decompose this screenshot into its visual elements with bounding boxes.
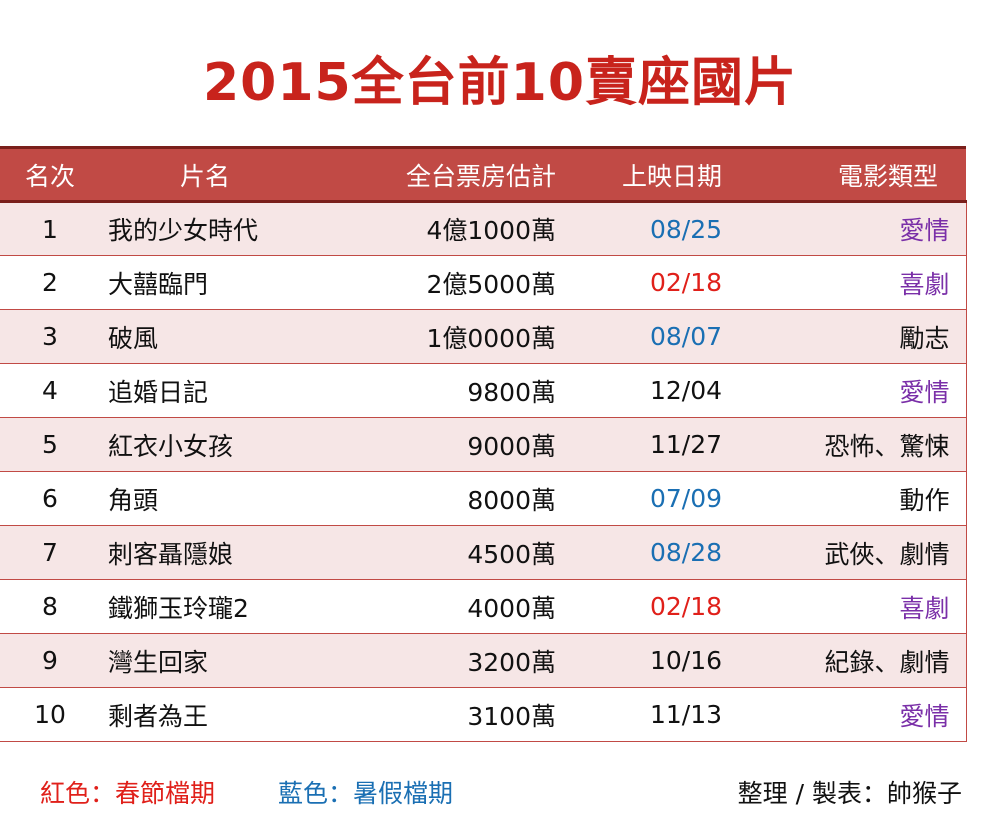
cell-release-date: 02/18 xyxy=(570,579,750,634)
cell-genre: 勵志 xyxy=(750,309,967,364)
cell-rank: 7 xyxy=(0,525,100,580)
cell-film-name: 鐵獅玉玲瓏2 xyxy=(100,579,310,634)
cell-rank: 1 xyxy=(0,201,100,256)
cell-release-date: 08/25 xyxy=(570,201,750,256)
cell-genre: 喜劇 xyxy=(750,255,967,310)
table-row: 6 角頭 8000萬 07/09 動作 xyxy=(0,471,967,526)
cell-box-office: 2億5000萬 xyxy=(310,255,570,310)
header-rank: 名次 xyxy=(0,146,100,203)
table-body: 1 我的少女時代 4億1000萬 08/25 愛情 2 大囍臨門 2億5000萬 02/18 喜劇… xyxy=(0,201,967,742)
cell-release-date: 08/28 xyxy=(570,525,750,580)
cell-film-name: 破風 xyxy=(100,309,310,364)
cell-release-date: 12/04 xyxy=(570,363,750,418)
cell-release-date: 08/07 xyxy=(570,309,750,364)
cell-box-office: 1億0000萬 xyxy=(310,309,570,364)
cell-film-name: 灣生回家 xyxy=(100,633,310,688)
cell-genre: 愛情 xyxy=(750,201,967,256)
cell-rank: 2 xyxy=(0,255,100,310)
table-header-row: 名次 片名 全台票房估計 上映日期 電影類型 xyxy=(0,146,966,203)
cell-film-name: 追婚日記 xyxy=(100,363,310,418)
cell-film-name: 我的少女時代 xyxy=(100,201,310,256)
cell-rank: 4 xyxy=(0,363,100,418)
cell-release-date: 02/18 xyxy=(570,255,750,310)
cell-film-name: 紅衣小女孩 xyxy=(100,417,310,472)
legend-blue-summer: 藍色：暑假檔期 xyxy=(278,779,454,808)
cell-rank: 10 xyxy=(0,687,100,742)
legend-red-spring: 紅色：春節檔期 xyxy=(40,779,216,808)
cell-genre: 紀錄、劇情 xyxy=(750,633,967,688)
cell-rank: 3 xyxy=(0,309,100,364)
table-row: 7 刺客聶隱娘 4500萬 08/28 武俠、劇情 xyxy=(0,525,967,580)
cell-film-name: 剩者為王 xyxy=(100,687,310,742)
table-row: 3 破風 1億0000萬 08/07 勵志 xyxy=(0,309,967,364)
cell-release-date: 10/16 xyxy=(570,633,750,688)
cell-box-office: 3200萬 xyxy=(310,633,570,688)
cell-rank: 5 xyxy=(0,417,100,472)
cell-release-date: 07/09 xyxy=(570,471,750,526)
cell-genre: 愛情 xyxy=(750,363,967,418)
cell-film-name: 角頭 xyxy=(100,471,310,526)
cell-box-office: 4億1000萬 xyxy=(310,201,570,256)
cell-box-office: 9800萬 xyxy=(310,363,570,418)
table-row: 9 灣生回家 3200萬 10/16 紀錄、劇情 xyxy=(0,633,967,688)
cell-genre: 恐怖、驚悚 xyxy=(750,417,967,472)
table-row: 10 剩者為王 3100萬 11/13 愛情 xyxy=(0,687,967,742)
table-row: 5 紅衣小女孩 9000萬 11/27 恐怖、驚悚 xyxy=(0,417,967,472)
cell-box-office: 4500萬 xyxy=(310,525,570,580)
cell-film-name: 刺客聶隱娘 xyxy=(100,525,310,580)
cell-genre: 動作 xyxy=(750,471,967,526)
header-box-office: 全台票房估計 xyxy=(310,146,570,203)
page-title: 2015全台前10賣座國片 xyxy=(202,53,798,113)
footer: 紅色：春節檔期 藍色：暑假檔期 整理 / 製表：帥猴子 xyxy=(0,774,1000,814)
credit: 整理 / 製表：帥猴子 xyxy=(737,779,962,808)
header-genre: 電影類型 xyxy=(750,146,966,203)
header-release-date: 上映日期 xyxy=(570,146,750,203)
cell-genre: 武俠、劇情 xyxy=(750,525,967,580)
cell-film-name: 大囍臨門 xyxy=(100,255,310,310)
cell-box-office: 4000萬 xyxy=(310,579,570,634)
box-office-table: 名次 片名 全台票房估計 上映日期 電影類型 1 我的少女時代 4億1000萬 08/… xyxy=(0,146,967,742)
cell-box-office: 8000萬 xyxy=(310,471,570,526)
cell-release-date: 11/27 xyxy=(570,417,750,472)
table-row: 2 大囍臨門 2億5000萬 02/18 喜劇 xyxy=(0,255,967,310)
header-name: 片名 xyxy=(100,146,310,203)
cell-genre: 喜劇 xyxy=(750,579,967,634)
cell-release-date: 11/13 xyxy=(570,687,750,742)
cell-box-office: 3100萬 xyxy=(310,687,570,742)
cell-rank: 9 xyxy=(0,633,100,688)
cell-rank: 8 xyxy=(0,579,100,634)
table-row: 8 鐵獅玉玲瓏2 4000萬 02/18 喜劇 xyxy=(0,579,967,634)
table-row: 4 追婚日記 9800萬 12/04 愛情 xyxy=(0,363,967,418)
cell-box-office: 9000萬 xyxy=(310,417,570,472)
cell-rank: 6 xyxy=(0,471,100,526)
cell-genre: 愛情 xyxy=(750,687,967,742)
table-row: 1 我的少女時代 4億1000萬 08/25 愛情 xyxy=(0,201,967,256)
